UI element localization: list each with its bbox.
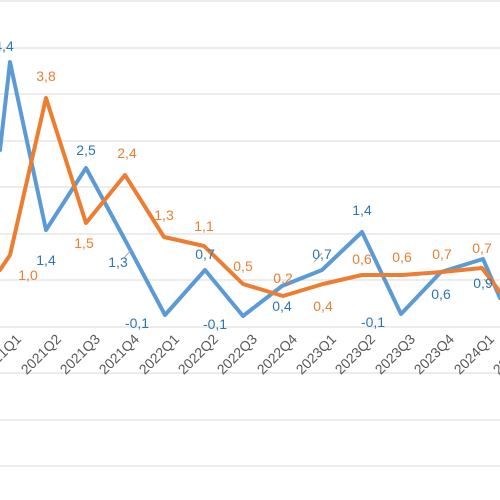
x-tick-label: 2023Q1 xyxy=(293,331,340,378)
data-label: 1,1 xyxy=(194,218,214,234)
label-leader-lines xyxy=(123,249,491,287)
data-label: 0,7 xyxy=(312,246,332,262)
x-tick-label: 2024Q1 xyxy=(451,331,498,378)
x-axis-tick-labels: 2021Q12021Q22021Q32021Q42022Q12022Q22022… xyxy=(0,331,500,378)
x-tick-label: 2023Q4 xyxy=(411,331,458,378)
label-leader-line xyxy=(123,249,132,259)
data-label: 0,7 xyxy=(432,246,452,262)
data-label: 3,8 xyxy=(36,68,56,84)
data-label: -0,1 xyxy=(125,315,149,331)
data-label: 0,6 xyxy=(392,249,412,265)
data-label: 2,4 xyxy=(117,145,137,161)
x-tick-label: 2022Q2 xyxy=(175,331,222,378)
x-tick-label: 2022Q4 xyxy=(254,331,301,378)
series-line-orange xyxy=(0,96,500,298)
series-lines xyxy=(0,60,500,318)
x-tick-label: 2023Q2 xyxy=(332,331,379,378)
x-tick-label: 2021Q4 xyxy=(96,331,143,378)
data-label: 1,3 xyxy=(154,207,174,223)
data-label: 0,2 xyxy=(273,270,293,286)
data-labels: 4,4 1,4 2,5 1,3 -0,1 0,7 -0,1 0,4 0,7 1,4 -0,1 0,6 0… xyxy=(0,38,493,332)
data-label: -0,1 xyxy=(361,314,385,330)
data-label: 1,4 xyxy=(36,252,56,268)
data-label: -0,1 xyxy=(203,316,227,332)
data-label: 4,4 xyxy=(0,38,14,54)
x-tick-label: 2021Q3 xyxy=(57,331,104,378)
data-label: 0,9 xyxy=(473,275,493,291)
data-label: 1,3 xyxy=(108,254,128,270)
label-leader-line xyxy=(483,278,491,287)
series-line-blue xyxy=(0,60,500,318)
data-label: 1,0 xyxy=(18,267,38,283)
x-tick-label: 2022Q1 xyxy=(136,331,183,378)
data-label: 0,6 xyxy=(352,251,372,267)
x-tick-label: 2023Q3 xyxy=(372,331,419,378)
data-label: 0,4 xyxy=(313,298,333,314)
x-tick-label: 2021Q2 xyxy=(18,331,65,378)
data-label: 1,4 xyxy=(352,202,372,218)
data-label: 0,6 xyxy=(431,286,451,302)
data-label: 0,5 xyxy=(233,258,253,274)
data-label: 2,5 xyxy=(76,142,96,158)
data-label: 0,7 xyxy=(472,240,492,256)
gridlines xyxy=(0,0,500,467)
data-label: 0,4 xyxy=(272,298,292,314)
data-label: 1,5 xyxy=(74,235,94,251)
label-leader-line xyxy=(313,252,323,263)
data-label: 0,7 xyxy=(195,246,215,262)
x-tick-label: 2022Q3 xyxy=(214,331,261,378)
